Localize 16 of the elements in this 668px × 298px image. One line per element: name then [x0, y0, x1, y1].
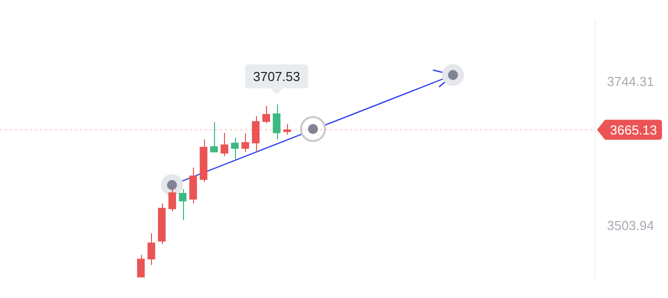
candlestick [252, 116, 260, 152]
candlestick [262, 105, 270, 124]
candlestick [148, 232, 156, 266]
candlestick [283, 123, 291, 136]
y-tick-label: 3744.31 [607, 74, 654, 89]
annotation: 3707.53 [253, 69, 300, 84]
candlestick [178, 188, 187, 221]
candlestick [231, 137, 239, 160]
candlestick [210, 122, 218, 152]
ref-line-label: 3665.13 [610, 122, 657, 138]
candlestick [189, 167, 197, 204]
candlestick [137, 254, 145, 278]
candlestick [272, 104, 280, 140]
candlestick [241, 132, 250, 152]
candlestick [220, 132, 228, 157]
y-tick-label: 3503.94 [607, 218, 654, 233]
